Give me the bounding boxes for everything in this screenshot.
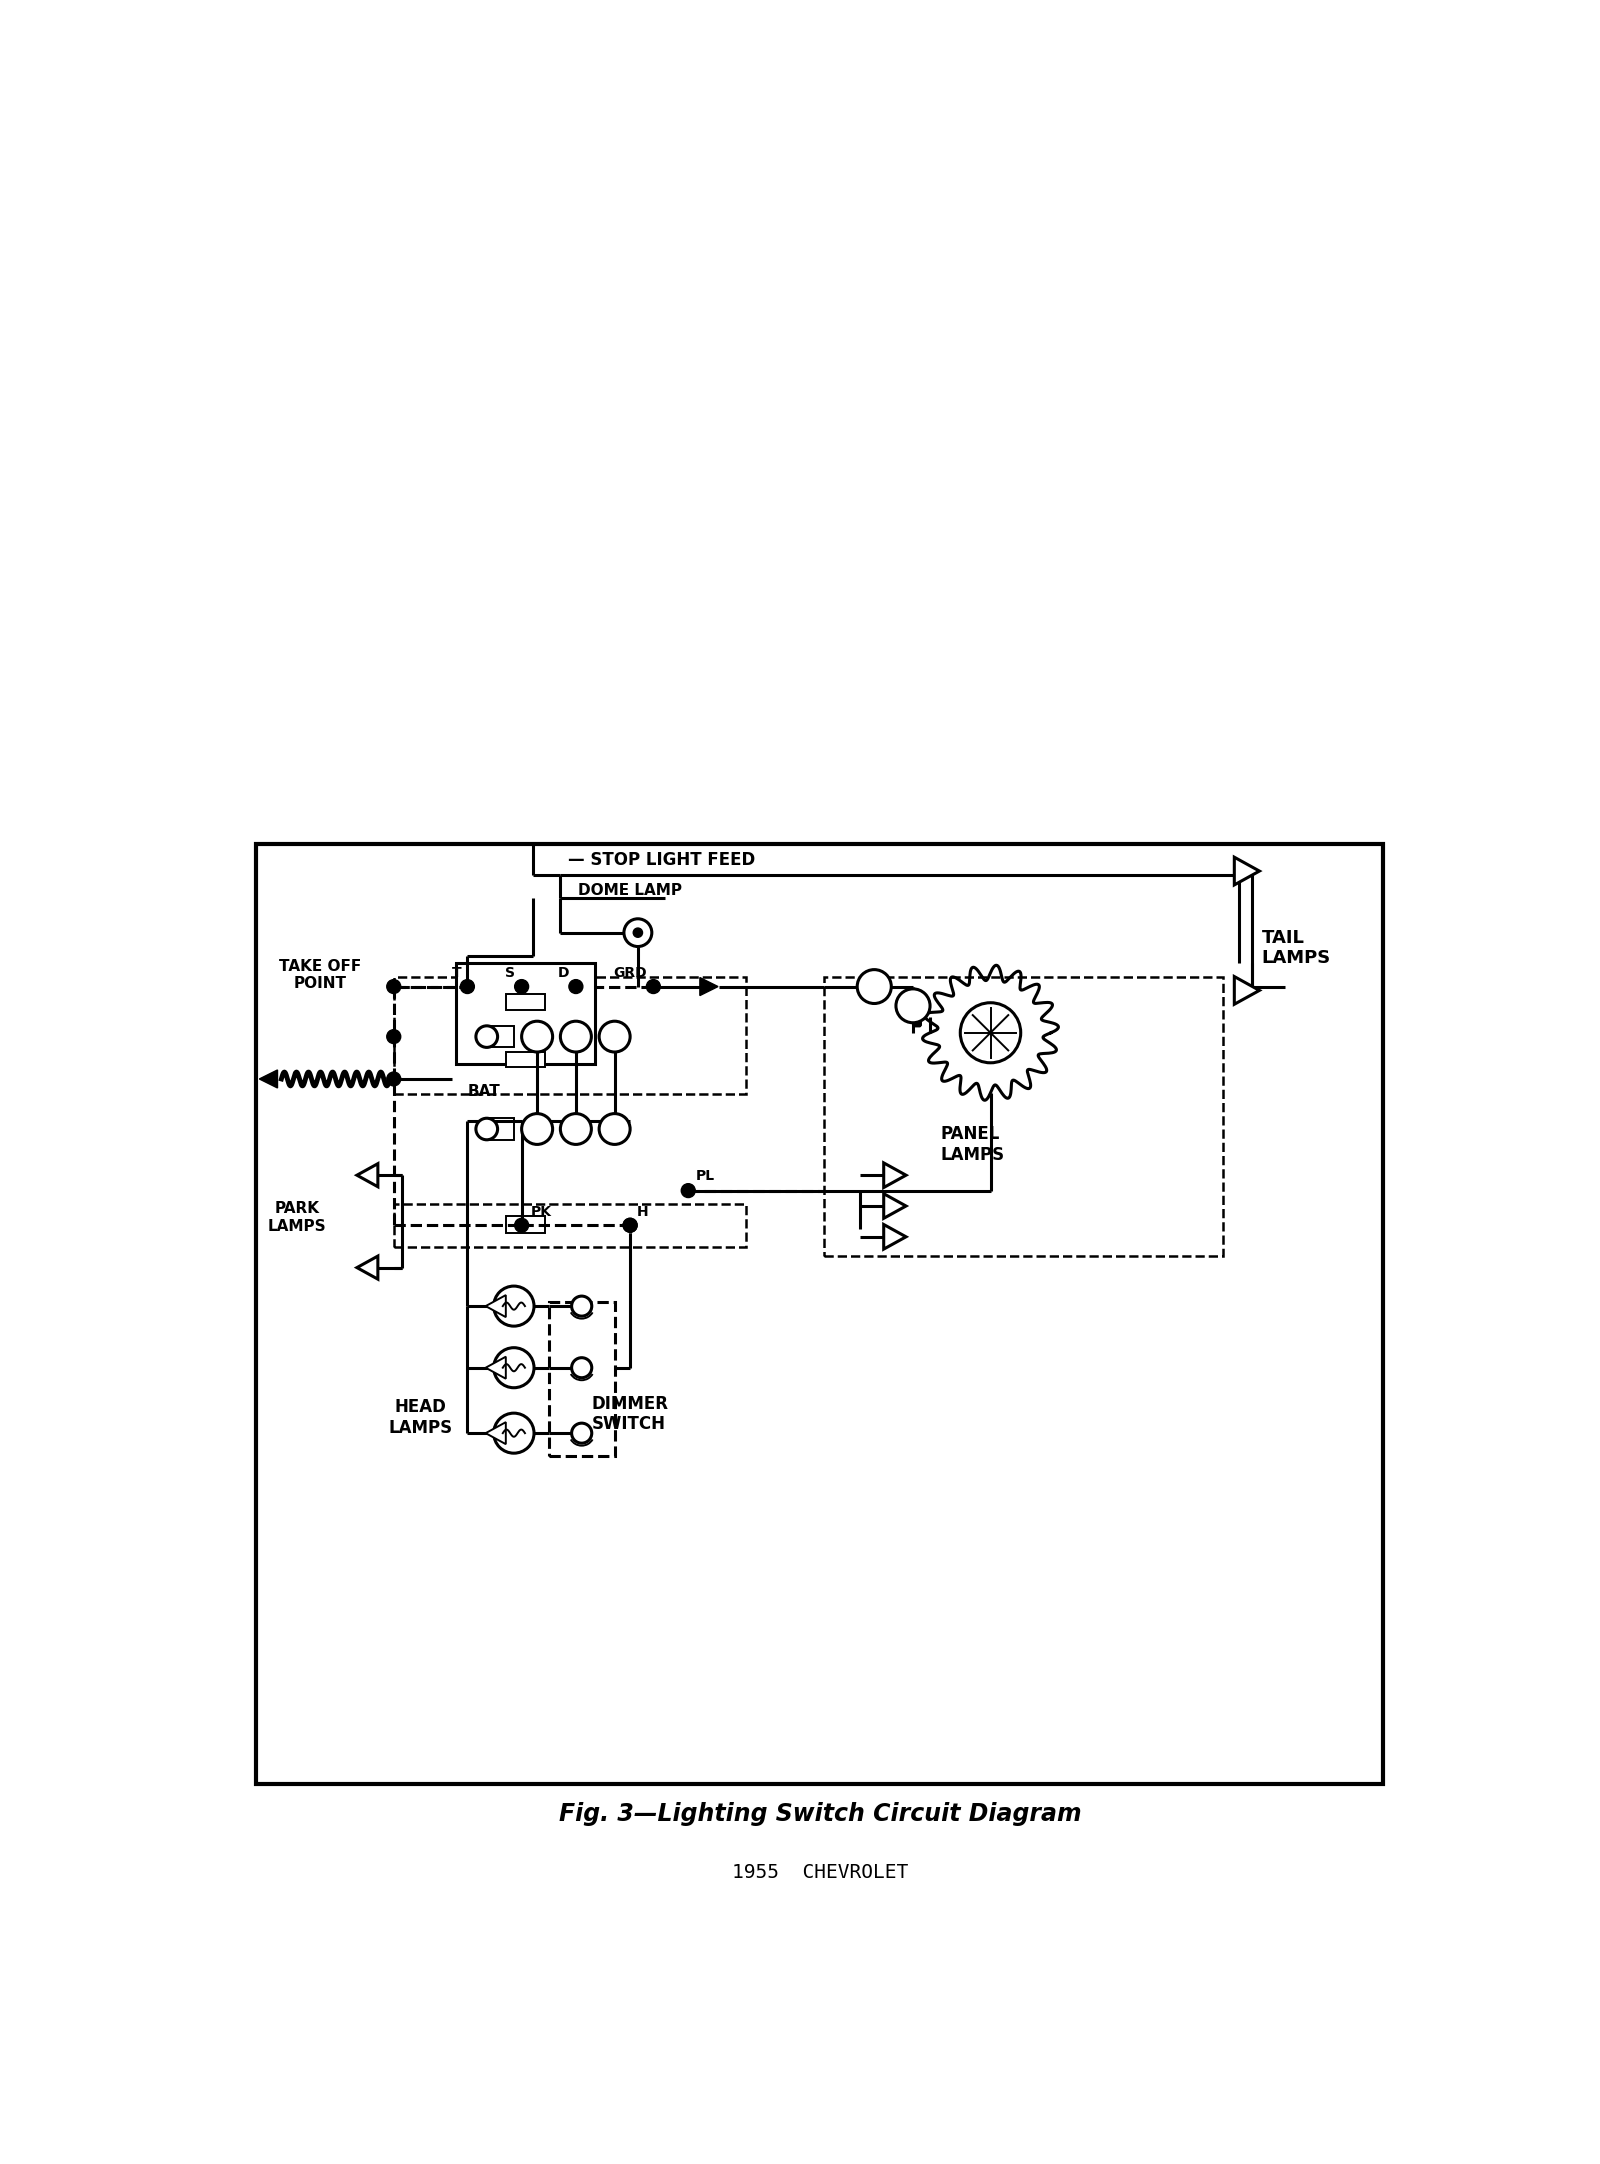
Bar [486,1119,514,1140]
Circle shape [570,980,582,993]
Polygon shape [883,1195,906,1218]
Circle shape [634,928,643,937]
Bar [506,1052,546,1067]
Polygon shape [486,1422,506,1443]
Circle shape [571,1424,592,1443]
Circle shape [560,1021,592,1052]
Polygon shape [486,1294,506,1318]
Text: H: H [637,1205,648,1218]
Circle shape [494,1348,534,1387]
Polygon shape [259,1069,277,1088]
Polygon shape [1234,976,1259,1004]
Text: PANEL
LAMPS: PANEL LAMPS [941,1125,1005,1164]
Text: 1955  CHEVROLET: 1955 CHEVROLET [731,1863,909,1881]
Bar [506,1216,546,1233]
Circle shape [598,1021,630,1052]
Bar [824,978,1222,1255]
Bar [394,1205,746,1246]
Bar [549,1303,614,1456]
Circle shape [494,1285,534,1327]
Bar [506,993,546,1011]
Text: HEAD
LAMPS: HEAD LAMPS [389,1398,453,1437]
Text: PARK
LAMPS: PARK LAMPS [267,1201,326,1233]
Circle shape [646,980,661,993]
Circle shape [896,989,930,1024]
Circle shape [522,1021,552,1052]
Bar [456,963,595,1063]
Polygon shape [883,1225,906,1249]
Polygon shape [486,1357,506,1378]
Circle shape [571,1357,592,1378]
Circle shape [560,1114,592,1145]
Text: GRD: GRD [613,967,646,980]
Polygon shape [699,978,718,995]
Circle shape [624,920,651,946]
Circle shape [522,1114,552,1145]
Text: D: D [558,967,570,980]
Circle shape [858,969,891,1004]
Circle shape [475,1119,498,1140]
Polygon shape [357,1255,378,1279]
Circle shape [515,980,528,993]
Text: DOME LAMP: DOME LAMP [578,883,682,898]
Text: TAIL
LAMPS: TAIL LAMPS [1262,928,1331,967]
Circle shape [960,1002,1021,1063]
Circle shape [387,980,400,993]
Text: Fig. 3—Lighting Switch Circuit Diagram: Fig. 3—Lighting Switch Circuit Diagram [558,1803,1082,1826]
Circle shape [494,1413,534,1454]
Bar [504,976,526,989]
Text: PL: PL [696,1169,715,1184]
Text: BAT: BAT [467,1084,501,1099]
Bar [256,844,1384,1783]
Circle shape [622,1218,637,1231]
Circle shape [571,1296,592,1316]
Text: — STOP LIGHT FEED: — STOP LIGHT FEED [568,850,755,868]
Polygon shape [883,1162,906,1188]
Bar [394,978,746,1095]
Circle shape [387,1071,400,1086]
Circle shape [461,980,474,993]
Text: PK: PK [531,1205,552,1218]
Polygon shape [1234,857,1259,885]
Text: T: T [451,967,461,980]
Bar [486,1026,514,1047]
Circle shape [387,1030,400,1043]
Circle shape [475,1026,498,1047]
Text: TAKE OFF
POINT: TAKE OFF POINT [278,959,362,991]
Circle shape [682,1184,696,1197]
Circle shape [515,1218,528,1231]
Text: DIMMER
SWITCH: DIMMER SWITCH [592,1394,669,1433]
Circle shape [598,1114,630,1145]
Polygon shape [357,1164,378,1186]
Text: S: S [506,967,515,980]
Circle shape [622,1218,637,1231]
